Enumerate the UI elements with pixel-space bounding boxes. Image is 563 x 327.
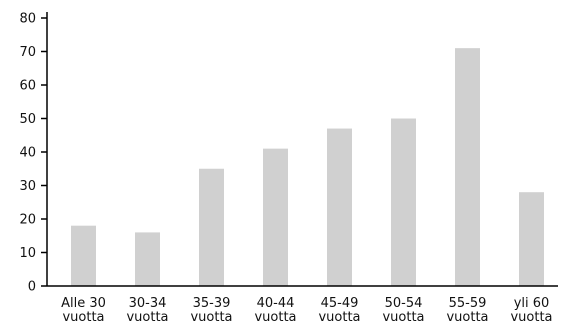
bar: [199, 168, 224, 286]
y-tick-label: 0: [28, 280, 36, 295]
bar: [263, 148, 288, 286]
x-category-label: vuotta: [62, 310, 104, 325]
x-category-label: vuotta: [190, 310, 232, 325]
y-axis: 0 10 20 30 40 50 60 70 80: [19, 12, 48, 295]
x-category-label: Alle 30: [61, 296, 106, 311]
y-tick-label: 10: [19, 246, 36, 261]
x-category-label: vuotta: [510, 310, 552, 325]
y-tick-label: 30: [19, 179, 36, 194]
x-category-label: 45-49: [321, 296, 359, 311]
y-tick-label: 50: [19, 112, 36, 127]
x-category-label: 50-54: [385, 296, 423, 311]
x-category-label: 55-59: [449, 296, 487, 311]
bar: [71, 225, 96, 286]
bar: [391, 118, 416, 286]
bar: [135, 232, 160, 286]
x-category-label: yli 60: [514, 296, 550, 311]
x-axis-labels: Alle 30vuotta30-34vuotta35-39vuotta40-44…: [61, 296, 552, 325]
x-category-label: vuotta: [382, 310, 424, 325]
x-category-label: vuotta: [126, 310, 168, 325]
y-tick-label: 60: [19, 79, 36, 94]
y-tick-label: 20: [19, 213, 36, 228]
y-tick-label: 70: [19, 45, 36, 60]
x-category-label: vuotta: [446, 310, 488, 325]
x-category-label: vuotta: [254, 310, 296, 325]
x-category-label: 35-39: [193, 296, 231, 311]
bars: [71, 48, 544, 287]
x-category-label: 30-34: [129, 296, 167, 311]
bar: [455, 48, 480, 287]
y-tick-label: 80: [19, 12, 36, 27]
x-category-label: 40-44: [257, 296, 295, 311]
bar: [327, 128, 352, 286]
x-category-label: vuotta: [318, 310, 360, 325]
y-tick-label: 40: [19, 146, 36, 161]
bar: [519, 192, 544, 286]
